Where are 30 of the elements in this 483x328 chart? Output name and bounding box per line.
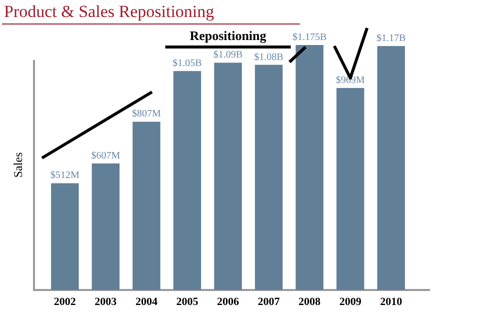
x-tick-label: 2007	[258, 296, 280, 308]
x-tick-label: 2006	[217, 296, 240, 308]
y-axis-title: Sales	[11, 152, 25, 178]
data-label: $1.05B	[172, 58, 202, 70]
chart-title: Product & Sales Repositioning	[4, 2, 215, 21]
x-tick-label: 2008	[298, 296, 322, 308]
bar	[296, 45, 324, 290]
bar	[92, 163, 120, 290]
bar	[377, 46, 405, 290]
x-tick-label: 2004	[135, 296, 158, 308]
bar	[173, 71, 202, 290]
bar	[51, 183, 79, 290]
data-label: $1.09B	[213, 50, 243, 61]
bar	[336, 88, 364, 290]
data-label: $512M	[50, 170, 80, 182]
data-label: $969M	[336, 74, 365, 86]
x-tick-label: 2003	[94, 296, 118, 308]
data-label: $607M	[91, 150, 120, 162]
bar	[132, 122, 160, 290]
data-label: $807M	[132, 108, 161, 120]
x-tick-label: 2005	[176, 296, 199, 308]
x-tick-label: 2009	[339, 296, 362, 308]
bar	[254, 64, 283, 290]
data-label: $1.08B	[254, 52, 284, 63]
x-tick-label: 2002	[54, 296, 76, 308]
text: Repositioning	[190, 28, 267, 43]
data-label: $1.17B	[376, 33, 406, 44]
x-tick-label: 2010	[380, 296, 403, 308]
bar	[214, 62, 242, 290]
data-label: $1.175B	[292, 32, 327, 43]
